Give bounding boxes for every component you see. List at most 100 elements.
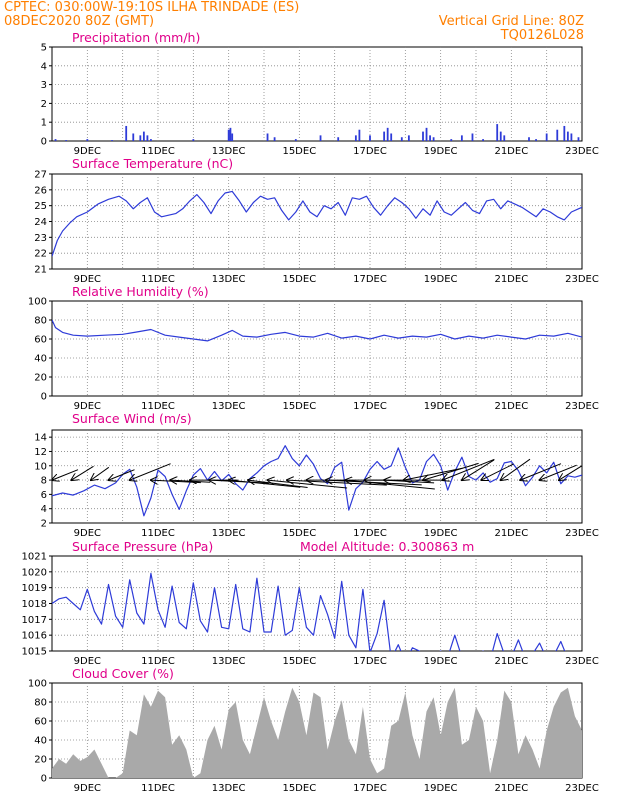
y-tick-label: 14 [34,433,47,444]
y-tick-label: 1017 [22,615,47,626]
wind-arrow [91,466,110,480]
wind-arrow [287,480,387,486]
x-tick-label: 19DEC [424,783,458,794]
x-tick-label: 21DEC [494,783,528,794]
x-tick-label: 11DEC [141,146,175,157]
x-tick-label: 17DEC [353,656,387,667]
x-tick-label: 23DEC [565,274,599,285]
precip-bar [358,129,361,141]
precip-bar [496,124,499,141]
x-tick-label: 17DEC [353,401,387,412]
x-tick-label: 21DEC [494,146,528,157]
x-tick-label: 9DEC [74,783,101,794]
precip-bar [192,139,195,141]
precip-bar [132,133,135,141]
y-tick-label: 100 [28,679,47,690]
precip-bar [139,135,142,141]
y-tick-label: 80 [34,316,47,327]
relative-humidity-line [52,319,582,342]
x-tick-label: 11DEC [141,528,175,539]
y-tick-label: 4 [41,61,47,72]
precipitation-title: Precipitation (mm/h) [72,30,200,45]
precip-bar [125,125,128,141]
precip-bar [146,135,149,141]
x-tick-label: 17DEC [353,146,387,157]
precip-bar [577,137,580,141]
precip-bar [432,137,435,141]
precip-bar [499,131,502,141]
header-run-date: 08DEC2020 80Z (GMT) [4,14,155,29]
y-tick-label: 27 [34,170,47,181]
y-tick-label: 2 [41,99,47,110]
precip-bar [231,133,234,141]
x-tick-label: 13DEC [212,401,246,412]
cloud-cover-title: Cloud Cover (%) [72,666,174,681]
y-tick-label: 8 [41,476,47,487]
y-tick-label: 3 [41,80,47,91]
precip-bar [545,133,548,141]
y-tick-label: 2 [41,519,47,530]
precip-bar [111,140,113,141]
surface-pressure-panel: 1015 1016 1017 1018 1019 1020 1021 9DEC 11DEC 13D… [22,539,599,667]
precip-bar [150,139,152,141]
header-grid-line: Vertical Grid Line: 80Z [438,14,584,29]
precip-bar [429,135,431,141]
precip-bar [528,137,530,141]
y-tick-label: 5 [41,43,47,54]
x-tick-label: 9DEC [74,656,101,667]
x-tick-label: 17DEC [353,274,387,285]
wind-arrow [248,480,308,488]
y-tick-label: 10 [34,461,47,472]
wind-arrow [442,458,495,480]
x-tick-label: 23DEC [565,401,599,412]
precip-bar [566,131,569,141]
x-tick-label: 15DEC [282,274,316,285]
surface-temperature-title: Surface Temperature (nC) [72,156,233,171]
header-model-id: TQ0126L028 [500,28,584,43]
wind-arrow [404,467,463,480]
x-tick-label: 13DEC [212,146,246,157]
x-tick-label: 19DEC [424,274,458,285]
cloud-cover-panel: 0 20 40 60 80 100 9DEC 11DEC 13DEC 15DEC 17DEC 19DE… [28,666,599,794]
precip-bar [86,139,89,141]
x-tick-label: 15DEC [282,401,316,412]
relative-humidity-panel: 0 20 40 60 80 100 9DEC 11DEC 13DEC 15DEC 17DEC 19DE… [28,284,599,412]
x-tick-label: 19DEC [424,528,458,539]
surface-wind-title: Surface Wind (m/s) [72,411,192,426]
x-tick-label: 17DEC [353,528,387,539]
surface-wind-panel: 2 4 6 8 10 12 14 9DEC 11DEC 13DEC 15DEC 17DEC 19DEC 2… [34,411,599,539]
precip-bar [273,137,276,141]
y-tick-label: 20 [34,755,47,766]
precip-bar [535,139,537,141]
surface-temperature-line [52,190,582,257]
precip-bar [369,135,371,141]
y-tick-label: 20 [34,373,47,384]
y-tick-label: 1 [41,118,47,129]
x-tick-label: 13DEC [212,274,246,285]
wind-arrow [481,463,514,480]
x-tick-label: 15DEC [282,656,316,667]
precip-bar [229,127,232,141]
precip-bar [450,139,453,141]
y-tick-label: 1020 [22,567,47,578]
x-tick-label: 9DEC [74,274,101,285]
precipitation-panel: 0 1 2 3 4 5 9DEC 11DEC 13DEC 15DEC 17DEC 19DEC 21DEC… [41,30,599,157]
surface-temperature-panel: 21 22 23 24 25 26 27 9DEC 11DEC 13DEC 15DEC 17DEC 19… [34,156,599,285]
y-tick-label: 60 [34,717,47,728]
y-tick-label: 1016 [22,631,47,642]
y-tick-label: 40 [34,736,47,747]
x-tick-label: 21DEC [494,528,528,539]
y-tick-label: 21 [34,265,47,276]
x-tick-label: 9DEC [74,146,101,157]
precip-bar [563,125,566,141]
wind-arrow [501,458,531,480]
y-tick-label: 1018 [22,599,47,610]
precip-bar [65,140,68,141]
precip-bar [422,131,424,141]
y-tick-label: 60 [34,335,47,346]
y-tick-label: 40 [34,354,47,365]
x-tick-label: 23DEC [565,528,599,539]
y-tick-label: 1015 [22,647,47,658]
x-tick-label: 19DEC [424,401,458,412]
x-tick-label: 13DEC [212,783,246,794]
